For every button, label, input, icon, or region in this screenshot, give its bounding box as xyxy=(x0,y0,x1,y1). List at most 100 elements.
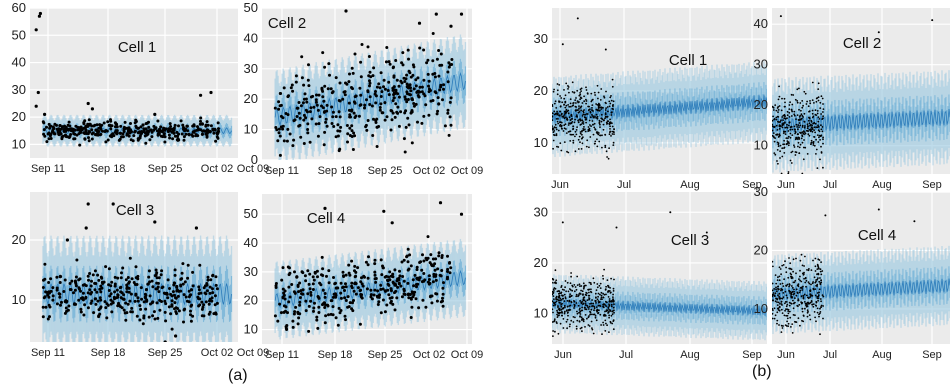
observed-point xyxy=(128,299,132,303)
observed-point xyxy=(612,130,615,133)
observed-point xyxy=(96,273,100,277)
observed-point xyxy=(216,121,220,125)
observed-point xyxy=(302,97,306,101)
observed-point xyxy=(298,300,302,304)
y-tick-label: 50 xyxy=(244,206,258,221)
observed-point xyxy=(99,298,103,302)
observed-point xyxy=(308,110,312,114)
observed-point xyxy=(49,124,53,128)
observed-point xyxy=(79,307,83,311)
observed-point xyxy=(801,124,804,127)
observed-point xyxy=(111,132,115,136)
observed-point xyxy=(581,115,584,117)
observed-point xyxy=(367,55,371,58)
observed-point xyxy=(819,158,821,161)
observed-point xyxy=(553,134,556,137)
observed-point xyxy=(124,127,127,130)
observed-point xyxy=(373,258,377,262)
observed-point xyxy=(130,277,134,281)
observed-point xyxy=(566,119,569,121)
observed-point xyxy=(63,311,67,315)
observed-point xyxy=(603,95,605,98)
observed-point xyxy=(427,274,431,278)
observed-point xyxy=(42,128,46,132)
observed-point xyxy=(815,153,817,155)
observed-point xyxy=(183,280,187,284)
observed-point xyxy=(599,106,601,109)
observed-point xyxy=(120,271,123,275)
observed-point xyxy=(803,112,806,115)
observed-point xyxy=(588,128,590,131)
observed-point xyxy=(334,76,338,80)
observed-point xyxy=(819,139,821,141)
observed-point xyxy=(144,141,148,145)
x-tick-label: Aug xyxy=(872,179,892,191)
observed-point xyxy=(360,282,364,286)
observed-point xyxy=(817,99,820,102)
observed-point xyxy=(124,278,128,282)
observed-point xyxy=(104,140,108,144)
observed-point xyxy=(298,296,302,300)
observed-point xyxy=(121,266,125,270)
observed-point xyxy=(385,115,389,119)
observed-point xyxy=(329,312,333,316)
observed-point xyxy=(808,117,811,119)
observed-point xyxy=(797,124,800,126)
observed-point xyxy=(125,290,129,294)
observed-point xyxy=(608,105,611,108)
y-tick-label: 30 xyxy=(12,82,26,97)
observed-point xyxy=(800,118,802,121)
observed-point xyxy=(822,138,824,141)
observed-point xyxy=(593,91,596,94)
observed-point xyxy=(580,90,582,92)
observed-point xyxy=(353,95,357,99)
observed-point xyxy=(408,253,412,257)
observed-point xyxy=(163,299,167,303)
observed-point xyxy=(604,117,606,120)
observed-point xyxy=(182,320,185,324)
y-tick-label: 30 xyxy=(244,61,258,76)
observed-point xyxy=(76,128,80,132)
observed-point xyxy=(213,303,217,307)
observed-point xyxy=(564,110,567,113)
observed-point xyxy=(787,130,790,132)
observed-point xyxy=(343,289,346,292)
observed-point xyxy=(406,116,410,120)
observed-point xyxy=(113,125,117,129)
observed-point xyxy=(788,108,791,110)
x-tick-label: Sep 11 xyxy=(265,349,299,361)
observed-point xyxy=(404,77,408,81)
observed-point xyxy=(390,296,394,300)
observed-point xyxy=(353,52,357,56)
observed-point xyxy=(798,146,801,149)
observed-point xyxy=(794,138,797,140)
observed-point xyxy=(107,289,111,292)
observed-point xyxy=(577,111,580,114)
observed-point xyxy=(281,287,285,291)
observed-point xyxy=(405,73,409,77)
observed-point xyxy=(334,295,338,299)
observed-point xyxy=(413,273,417,277)
observed-point xyxy=(73,288,77,292)
observed-point xyxy=(330,122,334,125)
observed-point xyxy=(158,127,161,131)
observed-point xyxy=(568,116,571,119)
observed-point xyxy=(46,317,50,321)
observed-point xyxy=(67,304,71,308)
observed-point xyxy=(425,258,429,262)
y-tick-label: 10 xyxy=(244,122,258,137)
y-tick-label: 20 xyxy=(12,232,26,247)
observed-point xyxy=(369,288,373,292)
observed-point xyxy=(816,110,819,112)
observed-point xyxy=(407,86,410,90)
observed-point xyxy=(87,136,90,140)
observed-point xyxy=(446,108,450,112)
observed-point xyxy=(396,105,400,109)
observed-point xyxy=(315,93,318,97)
observed-point xyxy=(298,281,302,285)
observed-point xyxy=(450,58,454,61)
observed-point xyxy=(441,98,444,102)
observed-point xyxy=(574,110,577,112)
observed-point xyxy=(607,120,610,123)
observed-point xyxy=(196,127,200,131)
